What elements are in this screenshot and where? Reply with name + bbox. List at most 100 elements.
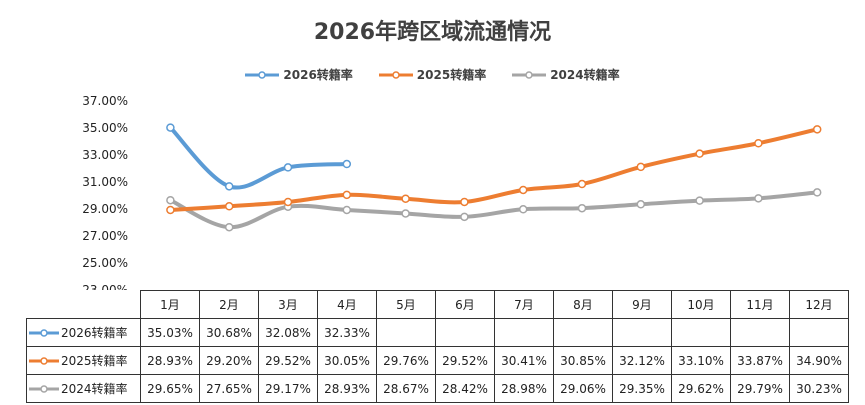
legend-line-marker-icon xyxy=(29,328,59,337)
data-label: 30.85% xyxy=(553,346,613,375)
data-label xyxy=(376,318,436,347)
x-tick-label: 1月 xyxy=(140,290,200,319)
y-tick-label: 35.00% xyxy=(82,121,128,135)
data-label xyxy=(730,318,790,347)
legend-line-marker-icon xyxy=(29,384,59,393)
data-label: 29.62% xyxy=(671,374,731,403)
data-label xyxy=(435,318,495,347)
data-label: 29.20% xyxy=(199,346,259,375)
data-point xyxy=(342,190,352,200)
x-tick-label: 11月 xyxy=(730,290,790,319)
data-point xyxy=(636,162,646,172)
data-label: 29.65% xyxy=(140,374,200,403)
data-label: 28.67% xyxy=(376,374,436,403)
data-point xyxy=(342,205,352,215)
data-label: 29.52% xyxy=(435,346,495,375)
x-tick-label: 7月 xyxy=(494,290,554,319)
y-tick-label: 37.00% xyxy=(82,94,128,108)
data-label: 34.90% xyxy=(789,346,849,375)
series-name: 2026转籍率 xyxy=(61,326,128,340)
data-point xyxy=(401,194,410,203)
series-name: 2025转籍率 xyxy=(61,354,128,368)
legend-line-marker-icon xyxy=(29,356,59,365)
legend: 2026转籍率 2025转籍率 2024转籍率 xyxy=(0,66,865,83)
table-corner-cell xyxy=(26,290,141,319)
data-point xyxy=(460,197,469,207)
x-tick-label: 4月 xyxy=(317,290,377,319)
series-line xyxy=(168,125,349,190)
data-label xyxy=(612,318,672,347)
data-point xyxy=(577,179,587,189)
series-name: 2024转籍率 xyxy=(61,382,128,396)
legend-label: 2026转籍率 xyxy=(283,68,353,82)
data-label: 29.06% xyxy=(553,374,613,403)
series-line xyxy=(168,127,820,212)
y-tick-label: 27.00% xyxy=(82,229,128,243)
x-tick-label: 6月 xyxy=(435,290,495,319)
data-label xyxy=(553,318,613,347)
data-label: 27.65% xyxy=(199,374,259,403)
data-point xyxy=(636,200,646,209)
data-point xyxy=(460,212,469,222)
data-table: 1月 2月 3月 4月 5月 6月 7月 8月 9月 10月 11月 12月 2026转籍率 35.03%… xyxy=(26,290,849,403)
data-point xyxy=(166,195,175,205)
y-tick-label: 31.00% xyxy=(82,175,128,189)
table-row: 2024转籍率 29.65% 27.65% 29.17% 28.93% 28.67% 28.… xyxy=(26,374,849,403)
data-label: 28.98% xyxy=(494,374,554,403)
data-label: 29.52% xyxy=(258,346,318,375)
data-point xyxy=(166,123,175,132)
data-point xyxy=(518,205,528,214)
data-point xyxy=(695,196,704,205)
x-tick-label: 9月 xyxy=(612,290,672,319)
data-label: 30.05% xyxy=(317,346,377,375)
x-tick-label: 8月 xyxy=(553,290,613,319)
data-label: 30.41% xyxy=(494,346,554,375)
data-point xyxy=(224,222,234,232)
y-tick-label: 29.00% xyxy=(82,202,128,216)
data-point xyxy=(401,209,410,218)
legend-item-2024: 2024转籍率 xyxy=(512,66,620,83)
data-label: 28.93% xyxy=(140,346,200,375)
data-point xyxy=(342,159,352,169)
legend-label: 2024转籍率 xyxy=(550,68,620,82)
data-point xyxy=(166,205,175,215)
legend-line-marker-icon xyxy=(245,70,280,79)
data-label: 30.23% xyxy=(789,374,849,403)
data-point xyxy=(518,185,528,195)
data-label: 28.93% xyxy=(317,374,377,403)
legend-item-2026: 2026转籍率 xyxy=(245,66,353,83)
plot-area: 23.00% 25.00% 27.00% 29.00% 31.00% 33.00% 35.0… xyxy=(82,94,822,290)
x-tick-label: 5月 xyxy=(376,290,436,319)
legend-item-2025: 2025转籍率 xyxy=(378,66,487,83)
data-label: 29.17% xyxy=(258,374,318,403)
data-label: 32.08% xyxy=(258,318,318,347)
data-label: 35.03% xyxy=(140,318,200,347)
data-label: 29.79% xyxy=(730,374,790,403)
data-point xyxy=(577,203,587,213)
table-row: 2025转籍率 28.93% 29.20% 29.52% 30.05% 29.76% 29.… xyxy=(26,346,849,375)
x-tick-label: 2月 xyxy=(199,290,259,319)
chart-title: 2026年跨区域流通情况 xyxy=(313,20,552,45)
table-row: 2026转籍率 35.03% 30.68% 32.08% 32.33% xyxy=(26,318,849,347)
legend-label: 2025转籍率 xyxy=(416,68,487,82)
x-tick-label: 10月 xyxy=(671,290,731,319)
data-label: 28.42% xyxy=(435,374,495,403)
y-tick-label: 23.00% xyxy=(82,283,128,290)
data-label: 30.68% xyxy=(199,318,259,347)
data-point xyxy=(812,188,822,197)
data-label: 32.33% xyxy=(317,318,377,347)
data-label: 29.76% xyxy=(376,346,436,375)
data-point xyxy=(812,125,822,134)
y-tick-label: 33.00% xyxy=(82,148,128,162)
table-row-header: 2025转籍率 xyxy=(26,346,141,375)
legend-line-marker-icon xyxy=(378,70,413,79)
x-tick-label: 3月 xyxy=(258,290,318,319)
data-point xyxy=(754,194,763,203)
table-row-header: 2026转籍率 xyxy=(26,318,141,347)
data-point xyxy=(224,182,234,191)
data-label: 33.87% xyxy=(730,346,790,375)
data-label xyxy=(671,318,731,347)
data-label xyxy=(494,318,554,347)
table-header-row: 1月 2月 3月 4月 5月 6月 7月 8月 9月 10月 11月 12月 xyxy=(26,290,849,319)
data-point xyxy=(224,202,234,211)
